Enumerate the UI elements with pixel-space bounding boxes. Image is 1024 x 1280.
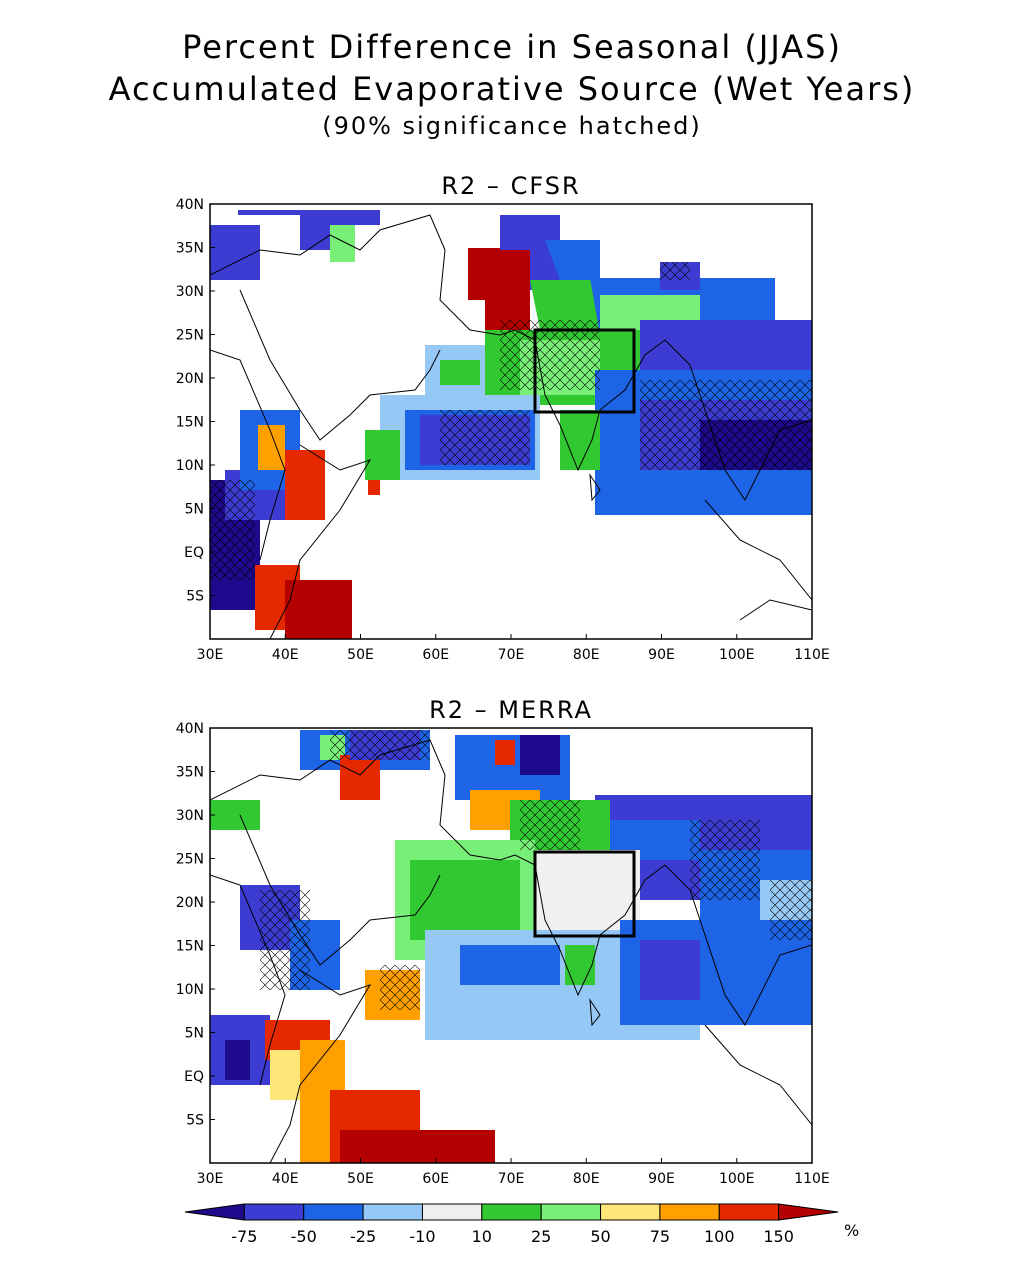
lon-tick-label: 40E (272, 1171, 299, 1187)
lat-tick-label: 30N (176, 808, 204, 824)
focus-region-box-cfsr (533, 328, 636, 414)
lat-tick-label: 35N (176, 241, 204, 257)
lat-tick-label: EQ (184, 545, 204, 561)
lon-tick-label: 70E (498, 647, 525, 663)
lon-tick-label: 90E (648, 1171, 675, 1187)
lon-tick-label: 100E (719, 1171, 755, 1187)
colorbar-label: 150 (763, 1227, 794, 1246)
lon-tick-label: 100E (719, 647, 755, 663)
lon-tick-label: 80E (573, 647, 600, 663)
map-axes: 40N 35N 30N 25N 20N 15N 10N 5N EQ 5S 30E 40E 50E 60E 7… (176, 197, 830, 1187)
lat-tick-label: 30N (176, 284, 204, 300)
lon-tick-label: 110E (794, 647, 830, 663)
panel-title-merra: R2 – MERRA (429, 696, 593, 724)
colorbar-label: 10 (472, 1227, 492, 1246)
lon-tick-label: 30E (197, 1171, 224, 1187)
lon-tick-label: 30E (197, 647, 224, 663)
lat-tick-label: 10N (176, 982, 204, 998)
colorbar-swatch (659, 1203, 720, 1221)
lat-tick-label: EQ (184, 1069, 204, 1085)
colorbar-swatch (778, 1203, 839, 1221)
lat-tick-label: 5S (186, 589, 204, 605)
colorbar-swatch (184, 1203, 245, 1221)
colorbar-swatch (540, 1203, 602, 1221)
lon-tick-label: 90E (648, 647, 675, 663)
figure-title-line2: Accumulated Evaporative Source (Wet Year… (108, 70, 916, 108)
colorbar-label: 50 (590, 1227, 610, 1246)
lon-tick-label: 60E (422, 1171, 449, 1187)
lat-tick-label: 5N (185, 502, 204, 518)
lat-tick-label: 5N (185, 1026, 204, 1042)
colorbar-label: 75 (650, 1227, 670, 1246)
lat-tick-label: 20N (176, 895, 204, 911)
figure-title-line1: Percent Difference in Seasonal (JJAS) (182, 28, 842, 66)
colorbar-swatch (421, 1203, 483, 1221)
colorbar-label: 25 (531, 1227, 551, 1246)
lat-tick-label: 10N (176, 458, 204, 474)
lat-tick-label: 25N (176, 852, 204, 868)
lon-tick-label: 70E (498, 1171, 525, 1187)
lon-tick-label: 110E (794, 1171, 830, 1187)
colorbar-label: -10 (409, 1227, 435, 1246)
lon-tick-label: 50E (347, 1171, 374, 1187)
colorbar-label: -75 (231, 1227, 257, 1246)
lon-tick-label: 80E (573, 1171, 600, 1187)
lat-tick-label: 15N (176, 939, 204, 955)
colorbar-unit: % (844, 1221, 859, 1240)
lon-tick-label: 40E (272, 647, 299, 663)
colorbar-swatch (243, 1203, 305, 1221)
colorbar: -75 -50 -25 -10 10 25 50 75 100 150% (184, 1203, 859, 1246)
lon-tick-label: 50E (347, 647, 374, 663)
map-panel-cfsr (210, 210, 812, 639)
lat-tick-label: 35N (176, 765, 204, 781)
colorbar-label: -50 (291, 1227, 317, 1246)
figure-subtitle: (90% significance hatched) (322, 112, 702, 140)
lat-tick-label: 40N (176, 721, 204, 737)
lat-tick-label: 25N (176, 328, 204, 344)
colorbar-swatch (303, 1203, 364, 1221)
panel-title-cfsr: R2 – CFSR (441, 172, 581, 200)
colorbar-swatch (481, 1203, 542, 1221)
colorbar-swatch (362, 1203, 423, 1221)
lat-tick-label: 40N (176, 197, 204, 213)
colorbar-swatch (718, 1203, 780, 1221)
lat-tick-label: 15N (176, 415, 204, 431)
lon-tick-label: 60E (422, 647, 449, 663)
colorbar-label: -25 (350, 1227, 376, 1246)
colorbar-label: 100 (704, 1227, 735, 1246)
map-panel-merra (210, 730, 812, 1163)
lat-tick-label: 5S (186, 1113, 204, 1129)
lat-tick-label: 20N (176, 371, 204, 387)
focus-region-box-merra (533, 850, 636, 938)
colorbar-swatch (600, 1203, 661, 1221)
